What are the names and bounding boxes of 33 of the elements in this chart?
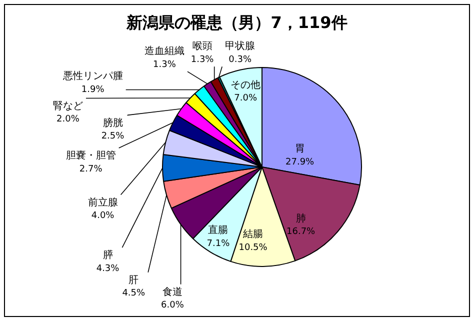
slice-label: 肝: [128, 274, 139, 286]
data-label: 4.0%: [91, 211, 115, 222]
slice-label: 膵: [102, 249, 113, 262]
data-label: 6.0%: [161, 300, 184, 311]
data-label: 7.1%: [206, 238, 230, 249]
slice-label: その他: [230, 78, 261, 91]
data-label: 2.5%: [101, 132, 125, 142]
slice-label: 胃: [294, 144, 305, 155]
data-label: 4.3%: [96, 264, 120, 274]
data-label: 0.3%: [228, 54, 252, 65]
data-label: 27.9%: [286, 157, 315, 168]
data-label: 10.5%: [238, 242, 268, 253]
data-label: 1.3%: [190, 54, 214, 65]
slice-label: 直腸: [208, 224, 228, 236]
data-label: 7.0%: [234, 94, 258, 104]
data-label: 1.9%: [81, 84, 105, 95]
slice-label: 悪性リンパ腫: [62, 70, 123, 82]
slice-label: 胆嚢・胆管: [66, 150, 116, 162]
slice-label: 腎など: [52, 100, 83, 112]
slice-label: 甲状腺: [225, 40, 256, 52]
data-label: 4.5%: [122, 288, 146, 299]
data-label: 16.7%: [286, 227, 316, 238]
slice-label: 食道: [162, 286, 182, 298]
data-label: 2.7%: [79, 164, 103, 174]
slice-label: 肺: [296, 212, 306, 224]
chart-title: 新潟県の罹患（男）7，119件: [125, 13, 348, 34]
data-label: 1.3%: [153, 60, 176, 70]
slice-label: 結腸: [242, 229, 264, 240]
slice-label: 前立腺: [88, 196, 118, 208]
slice-label: 喉頭: [192, 41, 212, 52]
data-label: 2.0%: [56, 114, 80, 125]
slice-label: 膀胱: [102, 116, 123, 129]
slice-label: 造血組織: [144, 45, 184, 58]
